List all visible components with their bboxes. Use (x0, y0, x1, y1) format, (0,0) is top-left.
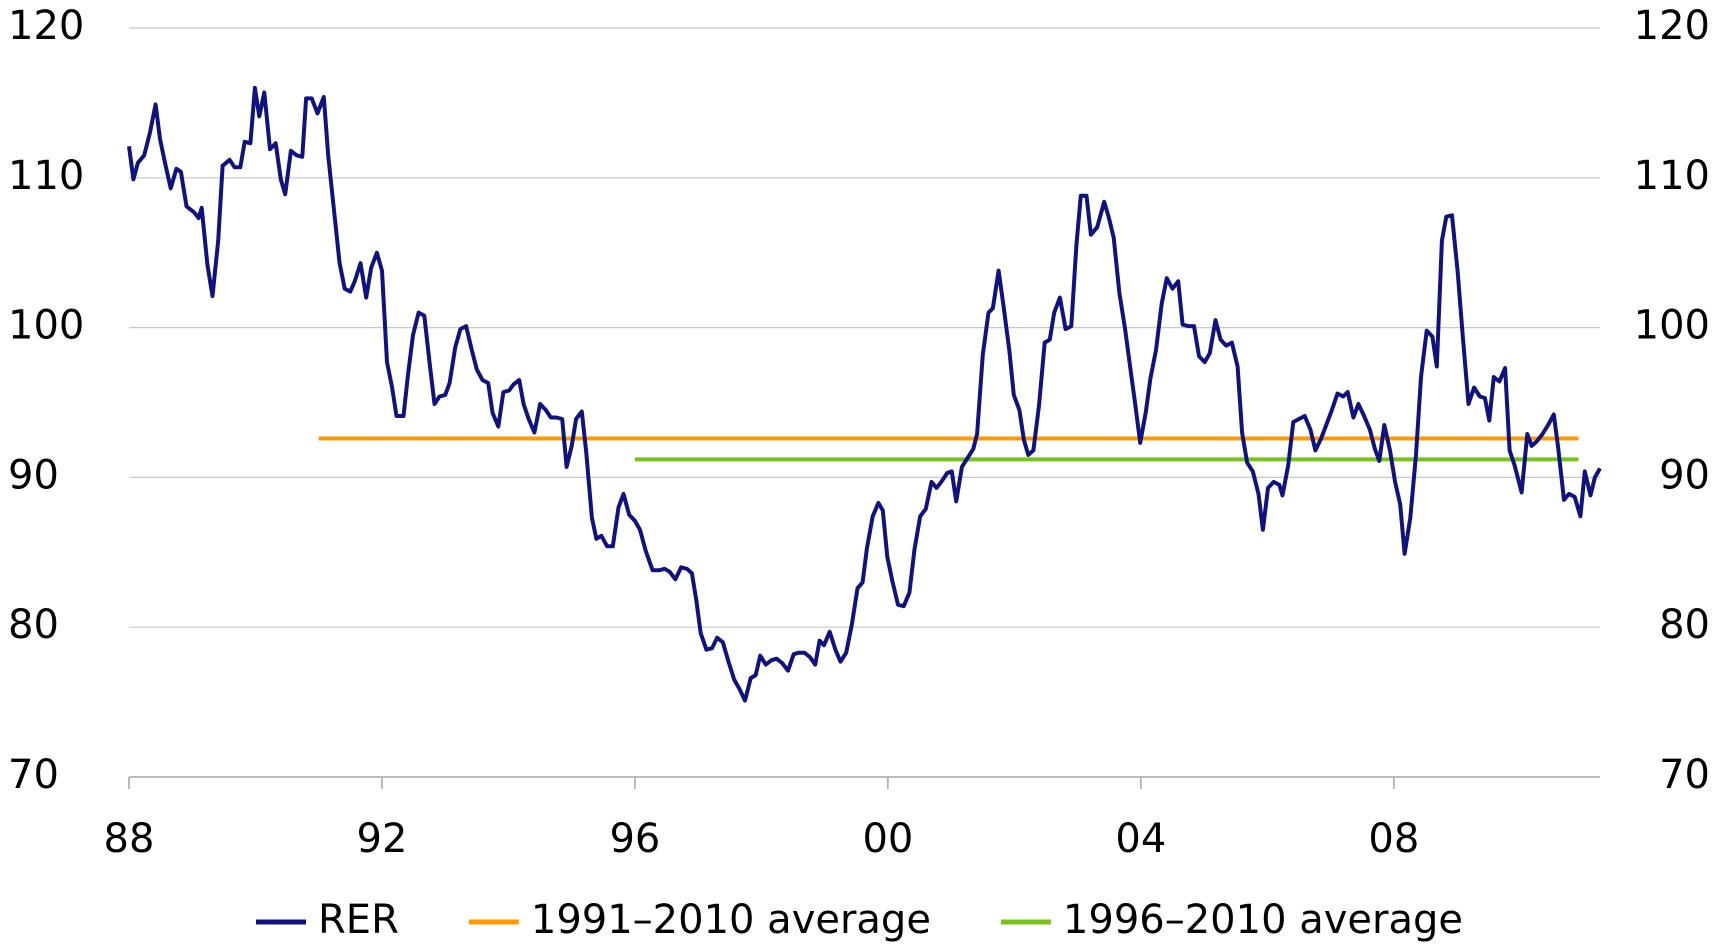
y2-tick-label: 110 (1634, 153, 1710, 199)
y-tick-label: 70 (8, 752, 59, 798)
x-tick-label: 96 (609, 816, 660, 862)
series-line (127, 85, 1602, 703)
y-tick-label: 90 (8, 452, 59, 498)
y-tick-label: 120 (8, 3, 84, 49)
y-tick-label: 80 (8, 602, 59, 648)
legend-label: RER (318, 897, 399, 943)
x-tick-label: 08 (1368, 816, 1419, 862)
x-tick-label: 88 (104, 816, 155, 862)
x-tick-label: 92 (357, 816, 408, 862)
legend: RER 1991–2010 average 1996–2010 average (256, 897, 1463, 943)
x-tick-label: 00 (862, 816, 913, 862)
y2-tick-label: 90 (1659, 452, 1710, 498)
y2-tick-label: 80 (1659, 602, 1710, 648)
y-tick-label: 100 (8, 303, 84, 349)
legend-label: 1996–2010 average (1063, 897, 1463, 943)
legend-label: 1991–2010 average (531, 897, 931, 943)
y-tick-label: 110 (8, 153, 84, 199)
y2-tick-label: 70 (1659, 752, 1710, 798)
y2-tick-label: 100 (1634, 303, 1710, 349)
x-tick-label: 04 (1115, 816, 1166, 862)
y2-tick-label: 120 (1634, 3, 1710, 49)
